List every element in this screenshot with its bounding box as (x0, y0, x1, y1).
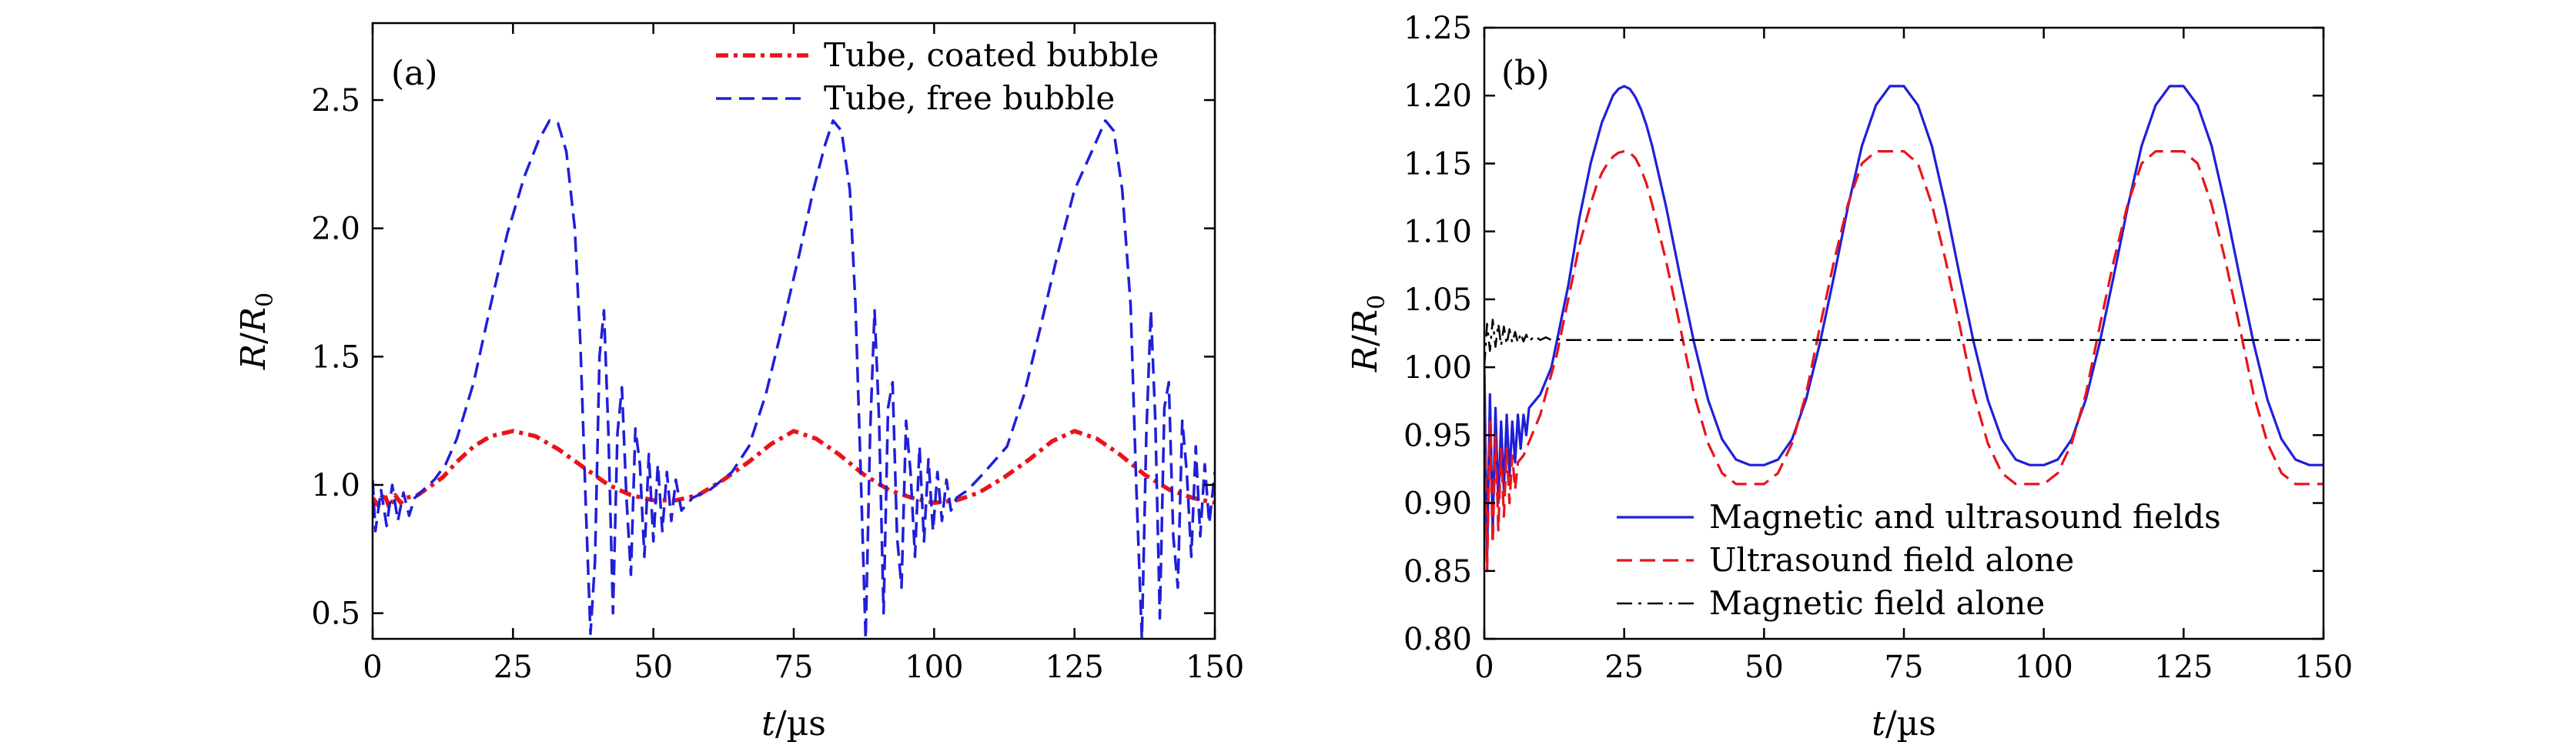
x-tick-label: 0 (363, 650, 382, 685)
y-axis-denom: R (234, 307, 273, 333)
x-tick-label: 100 (2014, 650, 2073, 685)
legend-label: Ultrasound field alone (1709, 541, 2074, 579)
y-axis-denom: R (1346, 309, 1385, 336)
legend-label: Tube, coated bubble (824, 36, 1159, 74)
legend-label: Magnetic field alone (1709, 584, 2045, 622)
y-tick-label: 0.85 (1403, 554, 1472, 590)
y-tick-label: 1.25 (1403, 11, 1472, 46)
x-tick-label: 75 (1885, 650, 1924, 685)
legend-label: Magnetic and ultrasound fields (1709, 498, 2221, 536)
y-tick-label: 1.0 (311, 468, 360, 503)
series-line-ultrasound-field-alone (1484, 150, 2323, 573)
panel-a: 0 25 50 75 100 125 1500.51.01.52.02.5t/µsR/R0(… (234, 22, 1244, 744)
y-axis-label: R/R0 (234, 292, 279, 370)
y-axis-var: R (1346, 346, 1385, 373)
x-tick-label: 25 (1604, 650, 1644, 685)
x-tick-label: 125 (2154, 650, 2213, 685)
x-tick-label: 50 (1745, 650, 1784, 685)
y-tick-label: 1.20 (1403, 79, 1472, 114)
x-tick-label: 25 (493, 650, 533, 685)
y-tick-label: 1.5 (311, 339, 360, 375)
y-tick-label: 2.0 (311, 212, 360, 247)
series-line-tube-free-bubble (373, 119, 1215, 639)
y-tick-label: 0.80 (1403, 622, 1472, 657)
y-tick-label: 2.5 (311, 83, 360, 119)
y-axis-subscript: 0 (252, 292, 279, 307)
x-axis-label: t/µs (1872, 704, 1936, 744)
y-tick-label: 0.5 (311, 597, 360, 632)
x-tick-label: 0 (1474, 650, 1494, 685)
x-axis-var: t (1872, 704, 1885, 744)
y-axis-label: R/R0 (1346, 295, 1390, 373)
y-axis-sep: / (234, 333, 273, 344)
x-axis-label: t/µs (761, 704, 826, 744)
series-line-magnetic-and-ultrasound-fields (1484, 85, 2323, 559)
x-axis-unit: /µs (775, 704, 826, 744)
series-line-magnetic-field-alone (1484, 319, 2323, 368)
y-tick-label: 0.95 (1403, 418, 1472, 453)
x-tick-label: 50 (634, 650, 673, 685)
panel-tag: (b) (1501, 54, 1550, 93)
y-axis-subscript: 0 (1363, 295, 1390, 309)
x-axis-unit: /µs (1885, 704, 1936, 744)
legend-label: Tube, free bubble (824, 79, 1115, 117)
y-tick-label: 1.15 (1403, 146, 1472, 182)
x-tick-label: 125 (1045, 650, 1103, 685)
x-tick-label: 150 (2294, 650, 2353, 685)
y-axis-var: R (234, 344, 273, 370)
series-line-tube-coated-bubble (373, 429, 1215, 510)
y-axis-sep: / (1346, 335, 1385, 346)
x-tick-label: 100 (905, 650, 963, 685)
x-axis-var: t (761, 704, 775, 744)
x-tick-label: 75 (774, 650, 814, 685)
x-tick-label: 150 (1186, 650, 1244, 685)
y-tick-label: 1.10 (1403, 215, 1472, 250)
y-tick-label: 0.90 (1403, 486, 1472, 522)
y-tick-label: 1.00 (1403, 350, 1472, 386)
panel-b: 0 25 50 75 100 125 150 0.80 0.85 0.90 0.95 1.00 1.05… (1346, 11, 2353, 744)
y-tick-label: 1.05 (1403, 282, 1472, 318)
panel-tag: (a) (391, 54, 438, 93)
